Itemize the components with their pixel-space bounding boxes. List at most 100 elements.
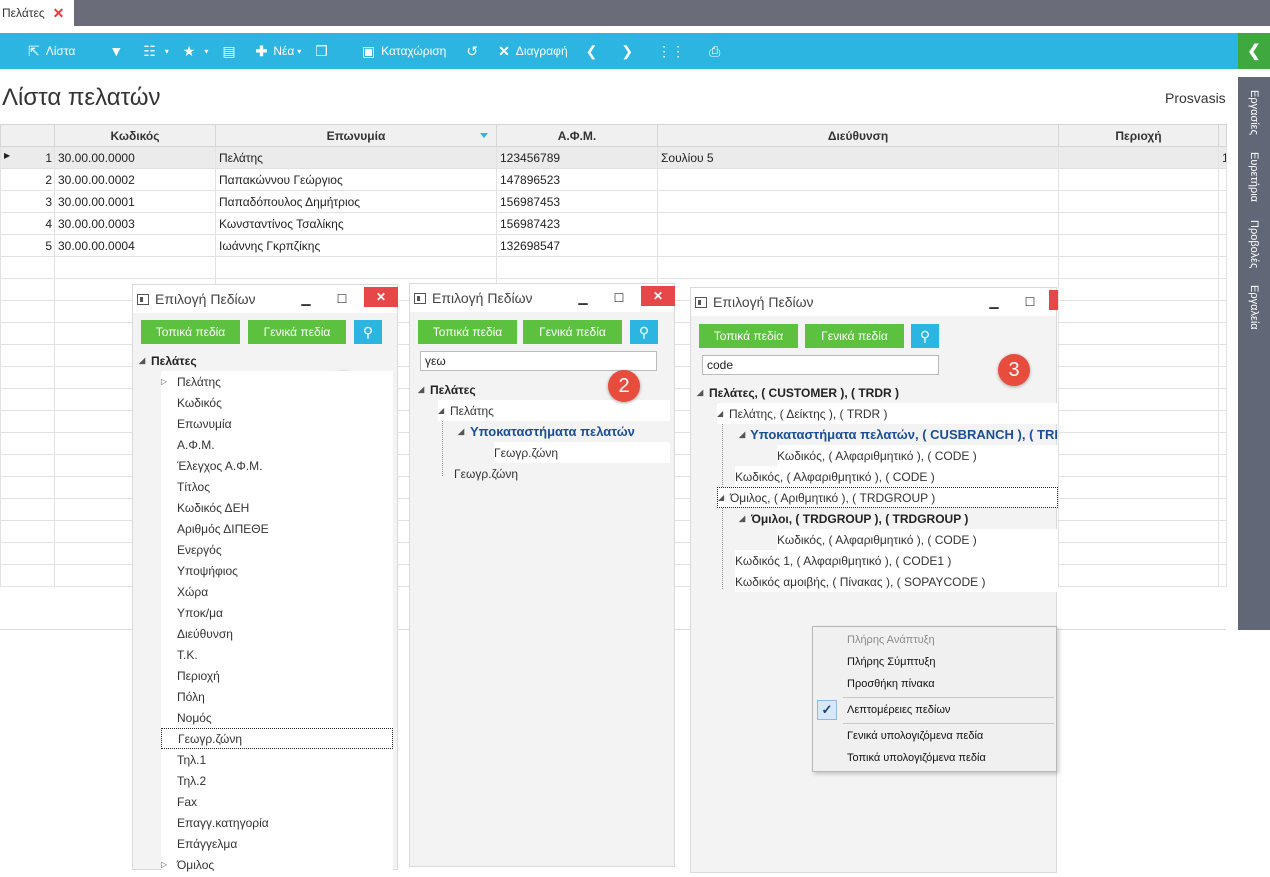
- cell-code[interactable]: 30.00.00.0003: [54, 212, 216, 235]
- table-row[interactable]: 2 30.00.00.0002 Παπακώννου Γεώργιος 1478…: [0, 168, 1227, 191]
- cell-area[interactable]: [1058, 212, 1219, 235]
- dialog-titlebar[interactable]: Επιλογή Πεδίων: [410, 284, 674, 312]
- dialog-titlebar[interactable]: Επιλογή Πεδίων: [691, 288, 1056, 316]
- tree-item-table[interactable]: ◢ Υποκαταστήματα πελατών: [458, 421, 635, 442]
- tree-item[interactable]: Επωνυμία: [161, 413, 393, 434]
- save-button[interactable]: ▣ Καταχώριση: [355, 33, 453, 69]
- tree-item[interactable]: Fax: [161, 791, 393, 812]
- tree-item[interactable]: Γεωγρ.ζώνη: [454, 463, 518, 484]
- cell-address[interactable]: [657, 168, 1059, 191]
- tree-item[interactable]: Χώρα: [161, 581, 393, 602]
- minimize-button[interactable]: ▁: [989, 295, 999, 309]
- minimize-button[interactable]: ▁: [578, 291, 588, 305]
- cell-afm[interactable]: 156987453: [496, 190, 658, 213]
- minimize-button[interactable]: ▁: [301, 292, 311, 306]
- list-button[interactable]: ⇱ Λίστα: [0, 33, 82, 69]
- tree-item-selected[interactable]: ◢ Όμιλος, ( Αριθμητικό ), ( TRDGROUP ): [717, 487, 1058, 508]
- cell-name[interactable]: Παπαδόπουλος Δημήτριος: [215, 190, 497, 213]
- tree-item[interactable]: Κωδικός 1, ( Αλφαριθμητικό ), ( CODE1 ): [735, 550, 1058, 571]
- menu-item-local-calc-fields[interactable]: Τοπικά υπολογιζόμενα πεδία: [847, 752, 986, 764]
- general-fields-button[interactable]: Γενικά πεδία: [523, 320, 622, 344]
- column-header-address[interactable]: Διεύθυνση: [657, 124, 1059, 147]
- tree-item[interactable]: Υποψήφιος: [161, 560, 393, 581]
- table-row[interactable]: ▶ 1 30.00.00.0000 Πελάτης 123456789 Σουλί…: [0, 146, 1227, 169]
- search-input[interactable]: [702, 355, 939, 375]
- menu-item-general-calc-fields[interactable]: Γενικά υπολογιζόμενα πεδία: [847, 730, 984, 742]
- tree-item[interactable]: Κωδικός: [161, 392, 393, 413]
- cell-area[interactable]: [1058, 168, 1219, 191]
- local-fields-button[interactable]: Τοπικά πεδία: [141, 320, 240, 344]
- close-button[interactable]: ✕: [641, 286, 675, 306]
- columns-button[interactable]: ⋮⋮: [650, 33, 698, 69]
- maximize-button[interactable]: ☐: [336, 292, 348, 306]
- tree-item[interactable]: ◢ Πελάτης: [438, 400, 670, 421]
- filter-button[interactable]: ▼: [102, 33, 136, 69]
- general-fields-button[interactable]: Γενικά πεδία: [805, 324, 904, 348]
- next-button[interactable]: ❯: [614, 33, 646, 69]
- tree-item-table[interactable]: ◢ Υποκαταστήματα πελατών, ( CUSBRANCH ), …: [739, 424, 1058, 445]
- cell-area[interactable]: [1058, 190, 1219, 213]
- tree-item[interactable]: Κωδικός αμοιβής, ( Πίνακας ), ( SOPAYCOD…: [735, 571, 1058, 592]
- view-button[interactable]: ☷ ▾: [136, 33, 176, 69]
- favorites-button[interactable]: ★ ▾: [176, 33, 216, 69]
- close-icon[interactable]: ✕: [52, 4, 65, 21]
- tree-item[interactable]: Τηλ.1: [161, 749, 393, 770]
- cell-afm[interactable]: 156987423: [496, 212, 658, 235]
- tree-item[interactable]: Τηλ.2: [161, 770, 393, 791]
- new-button[interactable]: ✚ Νέα ▾: [249, 33, 309, 69]
- tree-item[interactable]: Αριθμός ΔΙΠΕΘΕ: [161, 518, 393, 539]
- tree-root[interactable]: ◢ Πελάτες: [139, 350, 197, 371]
- cell-name[interactable]: Παπακώννου Γεώργιος: [215, 168, 497, 191]
- cell-code[interactable]: 30.00.00.0000: [54, 146, 216, 169]
- tree-item[interactable]: Διεύθυνση: [161, 623, 393, 644]
- cell-code[interactable]: 30.00.00.0002: [54, 168, 216, 191]
- tree-item[interactable]: ◢ Πελάτης, ( Δείκτης ), ( TRDR ): [717, 403, 1058, 424]
- table-row[interactable]: 5 30.00.00.0004 Ιωάννης Γκρπζίκης 132698…: [0, 234, 1227, 257]
- tree-item[interactable]: Τ.Κ.: [161, 644, 393, 665]
- cell-name[interactable]: Ιωάννης Γκρπζίκης: [215, 234, 497, 257]
- search-button[interactable]: ⚲: [354, 320, 382, 344]
- side-tab-indexes[interactable]: Ευρετήρια: [1248, 151, 1260, 203]
- user-name[interactable]: Prosvasis: [1165, 90, 1226, 106]
- tree-item[interactable]: Κωδικός, ( Αλφαριθμητικό ), ( CODE ): [735, 466, 1058, 487]
- undo-button[interactable]: ↺: [459, 33, 491, 69]
- tree-item[interactable]: Κωδικός ΔΕΗ: [161, 497, 393, 518]
- tree-item[interactable]: Πόλη: [161, 686, 393, 707]
- table-row[interactable]: 3 30.00.00.0001 Παπαδόπουλος Δημήτριος 1…: [0, 190, 1227, 213]
- cell-code[interactable]: 30.00.00.0004: [54, 234, 216, 257]
- menu-item-add-table[interactable]: Προσθήκη πίνακα: [847, 678, 935, 690]
- local-fields-button[interactable]: Τοπικά πεδία: [699, 324, 798, 348]
- close-button[interactable]: [1049, 290, 1058, 310]
- cell-address[interactable]: [657, 190, 1059, 213]
- tree-item[interactable]: Νομός: [161, 707, 393, 728]
- close-button[interactable]: ✕: [364, 287, 398, 307]
- cell-area[interactable]: [1058, 234, 1219, 257]
- delete-button[interactable]: ✕ Διαγραφή: [491, 33, 575, 69]
- cell-code[interactable]: 30.00.00.0001: [54, 190, 216, 213]
- cell-afm[interactable]: 132698547: [496, 234, 658, 257]
- cell-address[interactable]: Σουλίου 5: [657, 146, 1059, 169]
- menu-item-field-details[interactable]: Λεπτομέρειες πεδίων: [847, 704, 951, 716]
- menu-item-expand-all[interactable]: Πλήρης Ανάπτυξη: [847, 634, 935, 646]
- cell-afm[interactable]: 147896523: [496, 168, 658, 191]
- tree-item[interactable]: Γεωγρ.ζώνη: [161, 728, 393, 749]
- maximize-button[interactable]: ☐: [613, 291, 625, 305]
- tree-item[interactable]: Ενεργός: [161, 539, 393, 560]
- cell-area[interactable]: [1058, 146, 1219, 169]
- document-button[interactable]: ▤: [215, 33, 248, 69]
- menu-item-collapse-all[interactable]: Πλήρης Σύμπτυξη: [847, 656, 936, 668]
- side-tab-tasks[interactable]: Εργασίες: [1248, 89, 1260, 135]
- side-tab-views[interactable]: Προβολές: [1248, 219, 1260, 269]
- dialog-titlebar[interactable]: Επιλογή Πεδίων: [133, 285, 397, 313]
- tree-item[interactable]: Περιοχή: [161, 665, 393, 686]
- cell-name[interactable]: Πελάτης: [215, 146, 497, 169]
- tree-item[interactable]: ▷ Όμιλος: [161, 854, 393, 875]
- tree-item[interactable]: Έλεγχος Α.Φ.Μ.: [161, 455, 393, 476]
- previous-button[interactable]: ❮: [579, 33, 611, 69]
- cell-address[interactable]: [657, 234, 1059, 257]
- local-fields-button[interactable]: Τοπικά πεδία: [418, 320, 517, 344]
- tree-root[interactable]: ◢ Πελάτες, ( CUSTOMER ), ( TRDR ): [697, 382, 899, 403]
- table-row[interactable]: 4 30.00.00.0003 Κωνσταντίνος Τσαλίκης 15…: [0, 212, 1227, 235]
- tree-item[interactable]: ▷ Πελάτης: [161, 371, 393, 392]
- tree-item[interactable]: Επαγγ.κατηγορία: [161, 812, 393, 833]
